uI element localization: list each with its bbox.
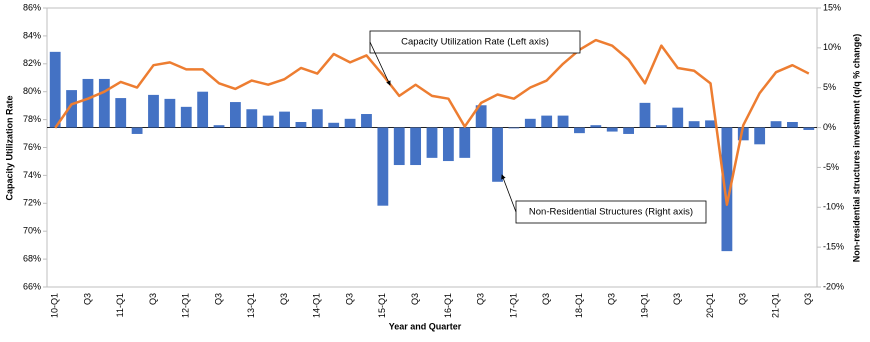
bar (82, 78, 94, 128)
x-tick-label: 21-Q1 (770, 293, 780, 318)
y2-axis-label: Non-residential structures investment (q… (851, 34, 861, 263)
bar (180, 106, 192, 128)
bar (164, 98, 176, 128)
bar (688, 121, 700, 128)
bar (754, 127, 766, 145)
bar (475, 105, 487, 128)
bar (508, 127, 520, 129)
y-tick-label: 80% (23, 86, 41, 96)
x-axis-label: Year and Quarter (389, 321, 462, 331)
x-tick-label: Q3 (148, 293, 158, 305)
x-tick-label: Q3 (541, 293, 551, 305)
bar (131, 127, 143, 134)
bar (262, 115, 274, 128)
legend-arrow (369, 41, 391, 86)
y2-tick-label: -20% (823, 281, 844, 291)
bar (721, 127, 733, 252)
bar (377, 127, 389, 206)
y2-tick-label: 0% (823, 122, 836, 132)
bar (459, 127, 471, 158)
y-tick-label: 72% (23, 198, 41, 208)
bar (311, 109, 323, 128)
x-tick-label: 13-Q1 (246, 293, 256, 318)
x-tick-label: 20-Q1 (705, 293, 715, 318)
bar (492, 127, 503, 182)
x-tick-label: 18-Q1 (574, 293, 584, 318)
x-tick-label: 12-Q1 (181, 293, 191, 318)
bar (737, 127, 749, 141)
bar (574, 127, 585, 134)
x-tick-label: Q3 (213, 293, 223, 305)
y2-tick-label: -10% (823, 202, 844, 212)
bar (541, 115, 553, 128)
x-tick-label: 17-Q1 (508, 293, 518, 318)
y2-tick-label: -15% (823, 242, 844, 252)
x-tick-label: Q3 (344, 293, 354, 305)
x-tick-label: Q3 (279, 293, 289, 305)
bar (410, 127, 422, 166)
y-tick-label: 70% (23, 226, 41, 236)
bar (557, 115, 569, 128)
bar (705, 120, 716, 128)
y2-tick-label: 10% (823, 42, 841, 52)
y-tick-label: 76% (23, 142, 41, 152)
x-tick-label: 19-Q1 (639, 293, 649, 318)
bar (655, 125, 667, 128)
y-tick-label: 68% (23, 253, 41, 263)
bar (672, 107, 684, 128)
bar (590, 125, 602, 128)
y-tick-label: 82% (23, 58, 41, 68)
x-tick-label: 14-Q1 (312, 293, 322, 318)
bar (246, 109, 258, 128)
bar (787, 121, 798, 128)
x-tick-label: Q3 (738, 293, 748, 305)
bar (49, 51, 61, 128)
bar (279, 111, 290, 128)
legend-arrow (501, 174, 517, 213)
bar (623, 127, 635, 134)
y2-tick-label: -5% (823, 162, 839, 172)
y-tick-label: 78% (23, 114, 41, 124)
x-tick-label: Q3 (672, 293, 682, 305)
x-tick-label: 15-Q1 (377, 293, 387, 318)
bar (344, 118, 356, 128)
bar (148, 94, 159, 128)
bar (66, 90, 77, 128)
bar (328, 122, 340, 128)
bar (606, 127, 618, 132)
bar (803, 127, 815, 130)
y-axis-label: Capacity Utilization Rate (4, 95, 14, 200)
bar (229, 102, 241, 128)
y2-tick-label: 5% (823, 82, 836, 92)
bar (361, 114, 372, 128)
y-tick-label: 66% (23, 281, 41, 291)
x-tick-label: Q3 (82, 293, 92, 305)
y2-tick-label: 15% (823, 2, 841, 12)
x-tick-label: Q3 (607, 293, 617, 305)
x-tick-label: Q3 (803, 293, 813, 305)
x-tick-label: 10-Q1 (50, 293, 60, 318)
x-tick-label: 11-Q1 (115, 293, 125, 317)
line (54, 38, 810, 206)
bar (442, 127, 454, 162)
bar (524, 118, 536, 128)
bar (197, 91, 209, 128)
legend-label: Capacity Utilization Rate (Left axis) (401, 37, 549, 48)
bar (426, 127, 438, 158)
y-tick-label: 84% (23, 30, 41, 40)
x-tick-label: 16-Q1 (443, 293, 453, 318)
bar (639, 102, 651, 128)
bar (393, 127, 405, 166)
y-tick-label: 74% (23, 170, 41, 180)
bar (213, 125, 225, 128)
x-tick-label: Q3 (476, 293, 486, 305)
legend-label: Non-Residential Structures (Right axis) (529, 207, 693, 218)
bar (770, 121, 782, 128)
bar (295, 121, 307, 128)
bar (98, 78, 110, 128)
y-tick-label: 86% (23, 2, 41, 12)
bar (115, 98, 127, 128)
x-tick-label: Q3 (410, 293, 420, 305)
